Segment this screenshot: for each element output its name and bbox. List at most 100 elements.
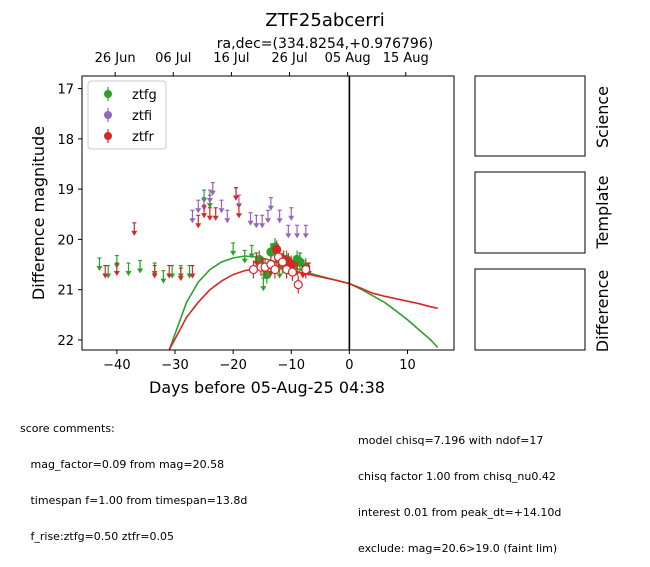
upper-limit-point bbox=[276, 209, 283, 224]
detection-point bbox=[295, 253, 305, 272]
upper-limit-arrow bbox=[265, 218, 271, 224]
upper-limit-arrow bbox=[102, 273, 109, 279]
upper-limit-point bbox=[151, 264, 158, 279]
upper-limit-arrow bbox=[260, 286, 267, 292]
upper-limit-point bbox=[253, 252, 260, 266]
comment-line: timespan f=1.00 from timespan=13.8d bbox=[20, 494, 248, 507]
upper-limit-arrow bbox=[151, 273, 158, 279]
upper-limit-point bbox=[131, 222, 138, 236]
upper-limit-point bbox=[212, 207, 219, 221]
upper-limit-arrow bbox=[233, 195, 240, 201]
legend-marker bbox=[104, 132, 112, 140]
upper-limit-arrow bbox=[131, 230, 138, 236]
comment-line: mag_factor=0.09 from mag=20.58 bbox=[20, 458, 225, 471]
upper-limit-arrow bbox=[230, 250, 237, 256]
legend-entry-ztfi: ztfi bbox=[104, 108, 152, 124]
template-panel-label: Template bbox=[593, 175, 612, 249]
upper-limit-point bbox=[235, 204, 242, 219]
upper-limit-arrow bbox=[253, 223, 260, 229]
upper-limit-point bbox=[247, 212, 254, 226]
x-axis: −40 −30 −20 −10 0 10 bbox=[103, 350, 416, 373]
upper-limit-point bbox=[224, 209, 231, 224]
upper-limit-point bbox=[195, 214, 202, 229]
model-comments: model chisq=7.196 with ndof=17 chisq fac… bbox=[358, 411, 561, 567]
upper-limit-point bbox=[177, 267, 184, 282]
upper-limit-point bbox=[189, 209, 196, 224]
plot-contents bbox=[96, 76, 439, 350]
upper-limit-point bbox=[253, 214, 260, 229]
difference-panel-label: Difference bbox=[593, 270, 612, 352]
upper-limit-arrow bbox=[206, 203, 213, 209]
detection-point bbox=[248, 260, 259, 279]
upper-limit-point bbox=[166, 264, 173, 279]
upper-limit-point bbox=[233, 187, 240, 201]
upper-limit-point bbox=[267, 197, 274, 211]
chart-title: ZTF25abcerri bbox=[265, 10, 385, 31]
y-tick-label: 17 bbox=[57, 83, 74, 98]
upper-limit-arrow bbox=[177, 276, 184, 282]
upper-limit-point bbox=[230, 242, 237, 256]
upper-limit-point bbox=[206, 207, 213, 221]
top-date-label: 26 Jun bbox=[95, 51, 136, 66]
upper-limit-arrow bbox=[206, 198, 213, 204]
upper-limit-arrow bbox=[137, 268, 144, 274]
upper-limit-arrow bbox=[212, 215, 219, 221]
upper-limit-point bbox=[113, 262, 120, 277]
upper-limit-point bbox=[294, 224, 301, 239]
comment-line: chisq factor 1.00 from chisq_nu0.42 bbox=[358, 470, 556, 483]
upper-limit-arrow bbox=[253, 260, 260, 266]
detection-marker bbox=[287, 267, 298, 277]
upper-limit-point bbox=[195, 199, 202, 214]
comment-line: exclude: mag=20.6>19.0 (faint lim) bbox=[358, 542, 558, 555]
detection-marker bbox=[293, 280, 303, 290]
comment-line: f_rise:ztfg=0.50 ztfr=0.05 bbox=[20, 530, 174, 543]
x-tick-label: −30 bbox=[161, 358, 188, 373]
upper-limit-point bbox=[248, 244, 255, 259]
upper-limit-point bbox=[285, 224, 292, 239]
upper-limit-arrow bbox=[299, 273, 306, 279]
upper-limit-arrow bbox=[294, 233, 301, 239]
upper-limit-arrow bbox=[285, 233, 292, 239]
upper-limit-point bbox=[265, 209, 271, 224]
upper-limit-arrow bbox=[235, 213, 242, 219]
upper-limit-arrow bbox=[302, 233, 309, 239]
y-axis: 17 18 19 20 21 22 bbox=[57, 83, 82, 349]
legend-entry-ztfr: ztfr bbox=[104, 129, 154, 145]
top-date-label: 26 Jul bbox=[271, 51, 307, 66]
top-date-label: 15 Aug bbox=[383, 51, 429, 66]
upper-limit-arrow bbox=[195, 208, 202, 214]
detection-point bbox=[287, 263, 298, 282]
legend: ztfg ztfi ztfr bbox=[87, 80, 167, 150]
upper-limit-point bbox=[302, 224, 309, 239]
upper-limit-point bbox=[189, 264, 196, 279]
x-tick-label: −40 bbox=[103, 358, 130, 373]
upper-limit-arrow bbox=[241, 258, 248, 264]
y-axis-label: Difference magnitude bbox=[29, 126, 48, 300]
comment-line: interest 0.01 from peak_dt=+14.10d bbox=[358, 506, 562, 519]
upper-limit-point bbox=[218, 199, 225, 214]
detection-marker bbox=[248, 264, 259, 275]
upper-limit-point bbox=[288, 207, 295, 221]
legend-label: ztfg bbox=[132, 88, 157, 103]
detection-marker bbox=[295, 257, 305, 267]
light-curve-chart: ZTF25abcerri ra,dec=(334.8254,+0.976796)… bbox=[29, 10, 612, 397]
detection-point bbox=[270, 260, 280, 279]
upper-limit-arrow bbox=[224, 218, 231, 224]
upper-limit-arrow bbox=[195, 223, 202, 229]
upper-limit-point bbox=[209, 182, 216, 196]
x-tick-label: −10 bbox=[278, 358, 305, 373]
upper-limit-arrow bbox=[288, 215, 295, 221]
detection-marker bbox=[277, 257, 288, 267]
upper-limit-arrow bbox=[259, 223, 266, 229]
upper-limit-arrow bbox=[160, 278, 167, 284]
y-tick-label: 18 bbox=[57, 133, 74, 148]
upper-limit-arrow bbox=[125, 271, 132, 277]
upper-limit-arrow bbox=[247, 220, 254, 226]
upper-limit-point bbox=[96, 257, 103, 272]
upper-limit-arrow bbox=[166, 273, 173, 279]
upper-limit-arrow bbox=[189, 273, 196, 279]
legend-entry-ztfg: ztfg bbox=[104, 87, 157, 103]
comment-line: model chisq=7.196 with ndof=17 bbox=[358, 434, 544, 447]
y-tick-label: 21 bbox=[57, 284, 74, 299]
upper-limit-point bbox=[259, 214, 266, 229]
